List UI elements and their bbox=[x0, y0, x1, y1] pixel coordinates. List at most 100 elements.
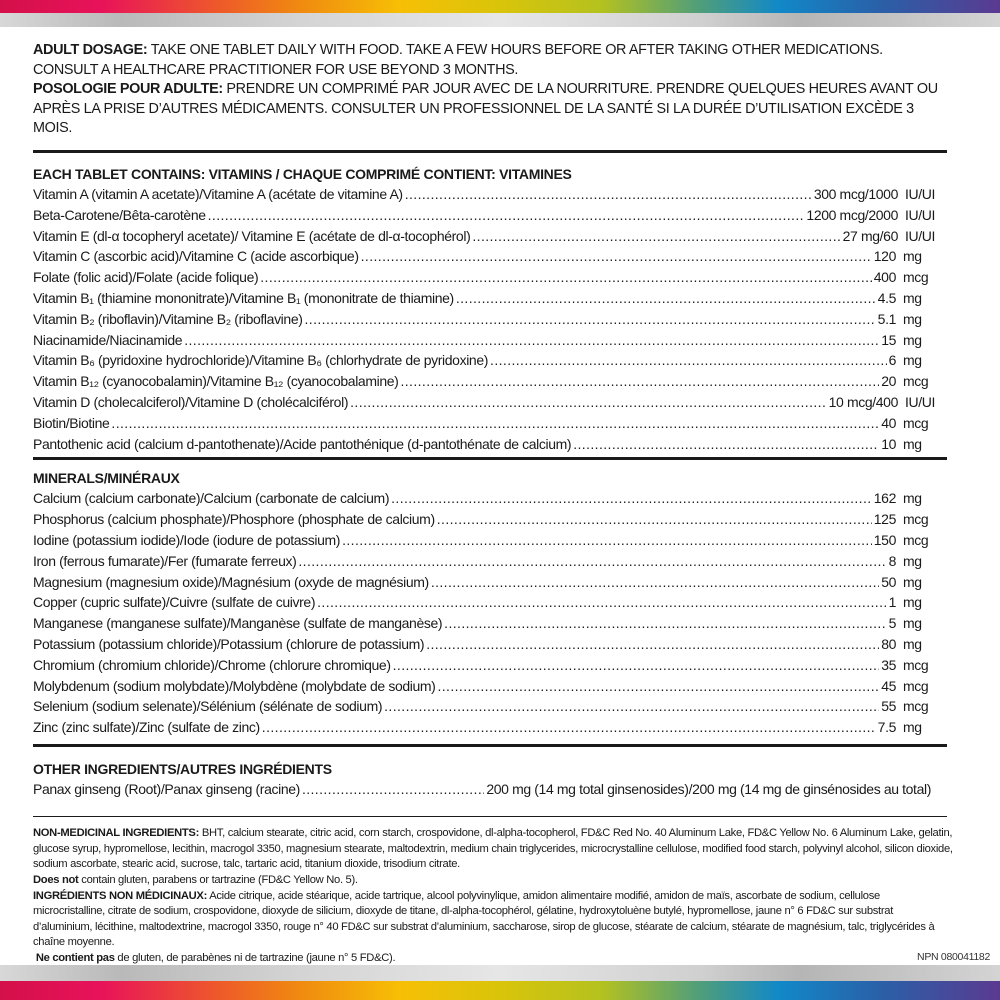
nutrient-unit: mcg bbox=[903, 373, 929, 390]
dot-leader: ........................................… bbox=[384, 698, 879, 715]
nutrient-row: Vitamin D (cholecalciferol)/Vitamine D (… bbox=[33, 392, 935, 413]
nutrient-value: 80 bbox=[881, 635, 896, 652]
nutrient-unit: mg bbox=[903, 615, 922, 632]
dot-leader: ........................................… bbox=[437, 677, 880, 694]
nutrient-name: Phosphorus (calcium phosphate)/Phosphore… bbox=[33, 511, 435, 528]
nutrient-unit: mcg bbox=[903, 269, 929, 286]
nutrient-row: Vitamin B₂ (riboflavin)/Vitamine B₂ (rib… bbox=[33, 309, 935, 330]
allergen-french: Ne contient pas de gluten, de parabènes … bbox=[33, 951, 953, 967]
nutrient-unit: mg bbox=[903, 331, 922, 348]
nutrient-unit: mg bbox=[903, 248, 922, 265]
nutrient-value: 5 bbox=[888, 615, 897, 632]
nutrient-row: Copper (cupric sulfate)/Cuivre (sulfate … bbox=[33, 592, 935, 613]
nutrient-value: 40 bbox=[881, 414, 896, 431]
nutrient-value: 1 bbox=[888, 594, 897, 611]
allergen-english-text: contain gluten, parabens or tartrazine (… bbox=[78, 873, 358, 886]
dot-leader: ........................................… bbox=[317, 594, 886, 611]
dot-leader: ........................................… bbox=[400, 373, 880, 390]
dot-leader: ........................................… bbox=[301, 780, 484, 797]
nutrient-name: Molybdenum (sodium molybdate)/Molybdène … bbox=[33, 677, 436, 694]
nutrient-value: 45 bbox=[881, 677, 896, 694]
dot-leader: ........................................… bbox=[392, 656, 880, 673]
nutrient-value: 150 bbox=[873, 531, 897, 548]
dosage-french-text: PRENDRE UN COMPRIMÉ PAR JOUR AVEC DE LA … bbox=[33, 81, 938, 137]
nutrient-row: Niacinamide/Niacinamide.................… bbox=[33, 330, 935, 351]
nutrient-value: 125 bbox=[873, 511, 897, 528]
nutrient-value: 120 bbox=[873, 248, 897, 265]
nutrient-name: Manganese (manganese sulfate)/Manganèse … bbox=[33, 615, 443, 632]
dosage-english-label: ADULT DOSAGE: bbox=[33, 42, 148, 58]
label-content: ADULT DOSAGE: TAKE ONE TABLET DAILY WITH… bbox=[33, 41, 953, 967]
allergen-french-text: de gluten, de parabènes ni de tartrazine… bbox=[114, 951, 396, 964]
nutrient-row: Selenium (sodium selenate)/Sélénium (sél… bbox=[33, 696, 935, 717]
nutrient-name: Vitamin B₁ (thiamine mononitrate)/Vitami… bbox=[33, 289, 454, 306]
nutrient-name: Magnesium (magnesium oxide)/Magnésium (o… bbox=[33, 573, 429, 590]
divider bbox=[33, 457, 947, 461]
non-medicinal-ingredients: NON-MEDICINAL INGREDIENTS: BHT, calcium … bbox=[33, 826, 953, 966]
dosage-english: ADULT DOSAGE: TAKE ONE TABLET DAILY WITH… bbox=[33, 41, 945, 80]
bottom-silver-band bbox=[0, 965, 1000, 981]
nutrient-value: 55 bbox=[881, 698, 896, 715]
nutrient-name: Copper (cupric sulfate)/Cuivre (sulfate … bbox=[33, 594, 316, 611]
nutrient-name: Pantothenic acid (calcium d-pantothenate… bbox=[33, 435, 572, 452]
nutrient-name: Vitamin A (vitamin A acetate)/Vitamine A… bbox=[33, 185, 403, 202]
nutrient-name: Vitamin D (cholecalciferol)/Vitamine D (… bbox=[33, 393, 349, 410]
other-ingredients-heading: OTHER INGREDIENTS/AUTRES INGRÉDIENTS bbox=[33, 760, 332, 777]
dot-leader: ........................................… bbox=[298, 552, 887, 569]
non-medicinal-french: INGRÉDIENTS NON MÉDICINAUX: Acide citriq… bbox=[33, 889, 953, 951]
nutrient-value: 162 bbox=[873, 490, 897, 507]
nutrient-value: 10 mcg/400 bbox=[828, 393, 899, 410]
allergen-english: Does not contain gluten, parabens or tar… bbox=[33, 873, 953, 889]
nutrient-value: 35 bbox=[881, 656, 896, 673]
divider bbox=[33, 149, 947, 153]
nutrient-unit: IU/UI bbox=[905, 185, 935, 202]
nutrient-name: Biotin/Biotine bbox=[33, 414, 110, 431]
dot-leader: ........................................… bbox=[444, 615, 886, 632]
divider bbox=[33, 815, 947, 818]
nutrient-unit: IU/UI bbox=[905, 227, 935, 244]
nutrient-value: 300 mcg/1000 bbox=[813, 185, 899, 202]
dot-leader: ........................................… bbox=[111, 414, 880, 431]
nutrient-row: Pantothenic acid (calcium d-pantothenate… bbox=[33, 434, 935, 455]
nutrient-unit: mcg bbox=[903, 511, 929, 528]
nutrient-unit: mg bbox=[903, 352, 922, 369]
nutrient-row: Iron (ferrous fumarate)/Fer (fumarate fe… bbox=[33, 551, 935, 572]
nutrient-unit: mg bbox=[903, 289, 922, 306]
nutrient-value: 5.1 bbox=[877, 310, 897, 327]
nutrient-value: 27 mg/60 bbox=[842, 227, 899, 244]
nutrient-name: Calcium (calcium carbonate)/Calcium (car… bbox=[33, 490, 390, 507]
top-silver-band bbox=[0, 13, 1000, 27]
nutrient-unit: mg bbox=[903, 594, 922, 611]
dot-leader: ........................................… bbox=[436, 511, 872, 528]
vitamins-heading: EACH TABLET CONTAINS: VITAMINS / CHAQUE … bbox=[33, 165, 572, 182]
nutrient-unit: mg bbox=[903, 435, 922, 452]
nutrient-value: 15 bbox=[881, 331, 896, 348]
nutrient-value: 1200 mcg/2000 bbox=[806, 206, 898, 223]
nutrient-unit: mg bbox=[903, 552, 922, 569]
top-rainbow-band bbox=[0, 0, 1000, 13]
nutrient-name: Zinc (zinc sulfate)/Zinc (sulfate de zin… bbox=[33, 719, 260, 736]
dosage-section: ADULT DOSAGE: TAKE ONE TABLET DAILY WITH… bbox=[33, 41, 945, 139]
nutrient-row: Vitamin B₁ (thiamine mononitrate)/Vitami… bbox=[33, 288, 935, 309]
dot-leader: ........................................… bbox=[391, 490, 872, 507]
dot-leader: ........................................… bbox=[260, 269, 872, 286]
ingredient-name: Panax ginseng (Root)/Panax ginseng (raci… bbox=[33, 780, 300, 797]
nutrient-name: Iron (ferrous fumarate)/Fer (fumarate fe… bbox=[33, 552, 297, 569]
vitamins-list: Vitamin A (vitamin A acetate)/Vitamine A… bbox=[33, 184, 945, 454]
non-medicinal-french-text: Acide citrique, acide stéarique, acide t… bbox=[33, 889, 935, 949]
nutrient-row: Vitamin E (dl-α tocopheryl acetate)/ Vit… bbox=[33, 226, 935, 247]
non-medicinal-english: NON-MEDICINAL INGREDIENTS: BHT, calcium … bbox=[33, 826, 953, 873]
nutrient-row: Manganese (manganese sulfate)/Manganèse … bbox=[33, 613, 935, 634]
nutrient-name: Beta-Carotene/Bêta-carotène bbox=[33, 206, 206, 223]
nutrient-value: 8 bbox=[888, 552, 897, 569]
nutrient-row: Magnesium (magnesium oxide)/Magnésium (o… bbox=[33, 572, 935, 593]
nutrient-name: Vitamin C (ascorbic acid)/Vitamine C (ac… bbox=[33, 248, 359, 265]
dot-leader: ........................................… bbox=[426, 635, 879, 652]
nutrient-row: Phosphorus (calcium phosphate)/Phosphore… bbox=[33, 509, 935, 530]
nutrient-unit: mg bbox=[903, 310, 922, 327]
nutrient-name: Niacinamide/Niacinamide bbox=[33, 331, 183, 348]
nutrient-name: Vitamin B₂ (riboflavin)/Vitamine B₂ (rib… bbox=[33, 310, 303, 327]
non-medicinal-english-label: NON-MEDICINAL INGREDIENTS: bbox=[33, 827, 200, 840]
nutrient-name: Chromium (chromium chloride)/Chrome (chl… bbox=[33, 656, 391, 673]
nutrient-unit: mcg bbox=[903, 414, 929, 431]
